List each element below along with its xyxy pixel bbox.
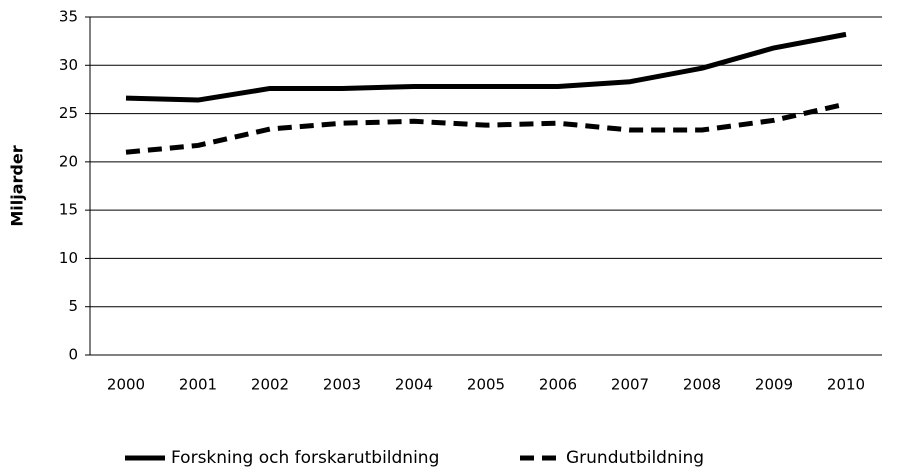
x-tick-label: 2008 [683,376,721,394]
x-tick-label: 2000 [107,376,145,394]
series-line [125,101,847,155]
x-tick-label: 2006 [539,376,577,394]
legend-label: Grundutbildning [566,448,704,468]
y-tick-label: 35 [59,8,78,26]
y-tick-label: 5 [68,297,78,315]
x-tick-label: 2002 [251,376,289,394]
y-tick-label: 25 [59,104,78,122]
y-tick-label: 20 [59,152,78,170]
y-tick-label: 15 [59,201,78,219]
x-tick-label: 2005 [467,376,505,394]
x-tick-label: 2004 [395,376,433,394]
legend-label: Forskning och forskarutbildning [171,448,439,468]
y-tick-label: 0 [68,346,78,364]
x-tick-label: 2009 [755,376,793,394]
y-axis-label: Miljarder [8,145,27,226]
x-tick-label: 2010 [827,376,865,394]
x-tick-label: 2001 [179,376,217,394]
y-tick-label: 10 [59,249,78,267]
x-tick-label: 2003 [323,376,361,394]
x-tick-label: 2007 [611,376,649,394]
y-tick-label: 30 [59,56,78,74]
series-line [125,31,847,103]
